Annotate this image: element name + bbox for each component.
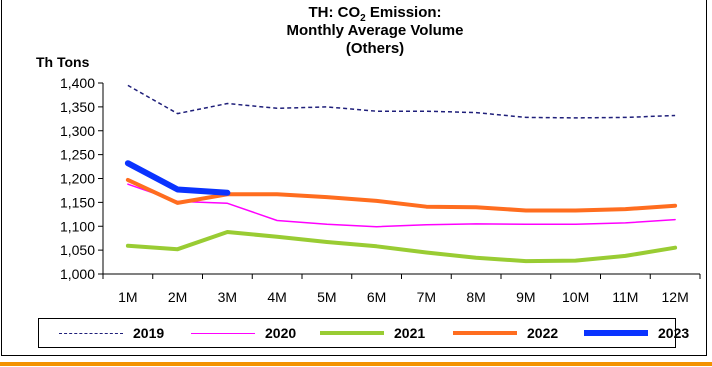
y-tick-label: 1,400 bbox=[60, 75, 95, 91]
series-line-2020 bbox=[127, 183, 676, 228]
legend-label: 2020 bbox=[265, 325, 297, 341]
y-tick-label: 1,000 bbox=[60, 266, 95, 282]
series-line-2019 bbox=[127, 84, 676, 119]
title-line-1: TH: CO2 Emission: bbox=[160, 4, 590, 24]
subtitle-line-2: (Others) bbox=[345, 40, 405, 57]
legend-swatch bbox=[320, 331, 384, 335]
chart-title: TH: CO2 Emission: Monthly Average Volume… bbox=[160, 4, 590, 58]
y-tick-label: 1,050 bbox=[60, 242, 95, 258]
series-line-2021 bbox=[125, 230, 678, 264]
x-tick-label: 8M bbox=[466, 289, 485, 305]
y-tick-label: 1,300 bbox=[60, 123, 95, 139]
title-prefix: TH: CO bbox=[308, 4, 361, 21]
x-tick-label: 12M bbox=[662, 289, 689, 305]
x-tick-label: 5M bbox=[317, 289, 336, 305]
x-tick-label: 7M bbox=[417, 289, 436, 305]
legend-swatch bbox=[453, 331, 517, 335]
y-tick-label: 1,100 bbox=[60, 218, 95, 234]
legend-swatch bbox=[584, 330, 648, 336]
title-suffix: Emission: bbox=[365, 4, 442, 21]
legend-label: 2019 bbox=[133, 325, 165, 341]
x-tick-label: 6M bbox=[367, 289, 386, 305]
x-tick-label: 1M bbox=[118, 289, 137, 305]
y-axis-label: Th Tons bbox=[36, 54, 90, 70]
title-subscript: 2 bbox=[360, 13, 366, 24]
series-line-2022 bbox=[125, 177, 678, 213]
legend-item-2023: 2023 bbox=[584, 319, 689, 347]
axes: 1,000 1,050 1,100 1,150 1,200 1,250 1,300 1,350… bbox=[60, 75, 701, 305]
legend-swatch bbox=[59, 332, 123, 334]
y-tick-label: 1,200 bbox=[60, 171, 95, 187]
x-tick-label: 3M bbox=[218, 289, 237, 305]
legend-item-2021: 2021 bbox=[320, 319, 425, 347]
legend-item-2020: 2020 bbox=[191, 319, 296, 347]
legend-label: 2022 bbox=[527, 325, 559, 341]
legend-item-2019: 2019 bbox=[59, 319, 164, 347]
x-tick-label: 11M bbox=[612, 289, 638, 305]
legend: 2019 2020 2021 2022 2023 bbox=[38, 318, 689, 348]
legend-label: 2021 bbox=[394, 325, 426, 341]
x-tick-label: 4M bbox=[267, 289, 286, 305]
y-tick-label: 1,150 bbox=[60, 194, 95, 210]
x-tick-label: 10M bbox=[562, 289, 589, 305]
legend-label: 2023 bbox=[658, 325, 690, 341]
legend-swatch bbox=[191, 332, 255, 334]
bottom-rule bbox=[0, 362, 712, 366]
series-lines bbox=[124, 84, 678, 264]
x-tick-label: 9M bbox=[516, 289, 535, 305]
subtitle-line-1: Monthly Average Volume bbox=[286, 22, 464, 39]
chart-frame bbox=[1, 0, 707, 356]
y-tick-label: 1,350 bbox=[60, 99, 95, 115]
y-tick-label: 1,250 bbox=[60, 147, 95, 163]
series-line-2023 bbox=[124, 160, 231, 196]
x-tick-label: 2M bbox=[168, 289, 187, 305]
legend-item-2022: 2022 bbox=[453, 319, 558, 347]
